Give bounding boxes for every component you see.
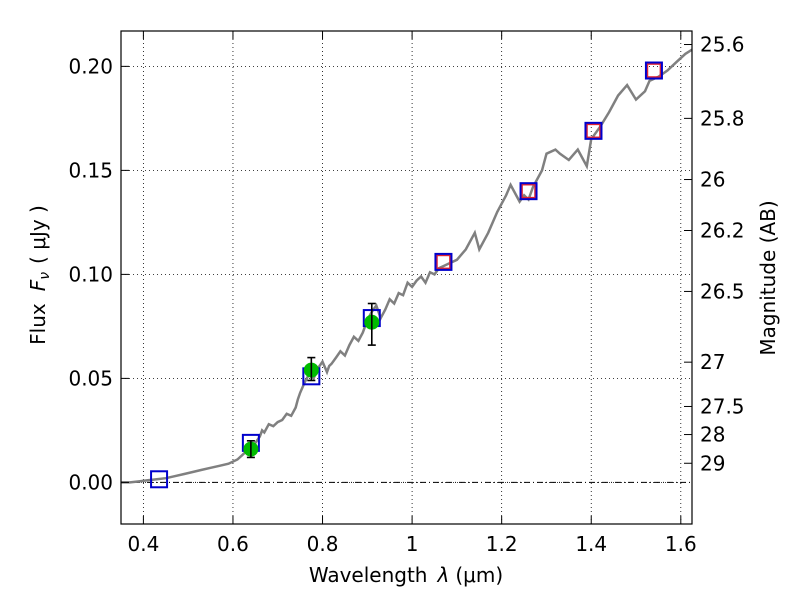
red-square-marker bbox=[586, 123, 601, 139]
markers bbox=[150, 61, 663, 489]
magnitude-tick-label: 26.5 bbox=[700, 279, 745, 303]
blue-square-marker bbox=[150, 470, 169, 489]
magnitude-axis-label: Magnitude (AB) bbox=[756, 200, 780, 355]
x-tick-label: 0.8 bbox=[307, 532, 339, 556]
grid bbox=[121, 31, 692, 524]
x-tick-label: 0.6 bbox=[217, 532, 249, 556]
magnitude-tick-label: 25.6 bbox=[700, 33, 745, 57]
x-tick-label: 1.6 bbox=[665, 532, 697, 556]
magnitude-tick-label: 28 bbox=[700, 423, 725, 447]
y-tick-label: 0.20 bbox=[68, 54, 113, 78]
magnitude-tick-label: 27 bbox=[700, 350, 725, 374]
blue-square-marker bbox=[519, 182, 538, 201]
x-axis-label: Wavelength λ (μm) bbox=[309, 563, 503, 587]
x-tick-label: 1.2 bbox=[486, 532, 518, 556]
magnitude-tick-label: 26 bbox=[700, 168, 725, 192]
plot-frame bbox=[120, 30, 693, 525]
y-axis-label: FluxFν( μJy ) bbox=[26, 205, 53, 345]
x-tick-label: 1 bbox=[406, 532, 419, 556]
y-tick-label: 0.00 bbox=[68, 470, 113, 494]
red-square-marker bbox=[646, 63, 662, 78]
magnitude-tick-label: 27.5 bbox=[700, 394, 745, 418]
x-tick-label: 0.4 bbox=[127, 532, 159, 556]
blue-square-marker bbox=[434, 252, 453, 271]
sed-model-line bbox=[121, 48, 692, 484]
red-square-marker bbox=[436, 254, 451, 270]
magnitude-tick-label: 26.2 bbox=[700, 218, 745, 242]
blue-square-marker bbox=[644, 61, 663, 80]
blue-square-marker bbox=[584, 121, 603, 140]
y-tick-label: 0.15 bbox=[68, 158, 113, 182]
axis-ticks: 0.4 0.6 0.8 1 1.2 1.4 1.6 0.00 0.05 0.10 0.15 0.20 2… bbox=[68, 31, 745, 556]
magnitude-tick-label: 29 bbox=[700, 451, 725, 475]
x-tick-label: 1.4 bbox=[575, 532, 607, 556]
red-square-marker bbox=[521, 183, 536, 199]
y-tick-label: 0.10 bbox=[68, 262, 113, 286]
magnitude-tick-label: 25.8 bbox=[700, 106, 745, 130]
y-tick-label: 0.05 bbox=[68, 366, 113, 390]
